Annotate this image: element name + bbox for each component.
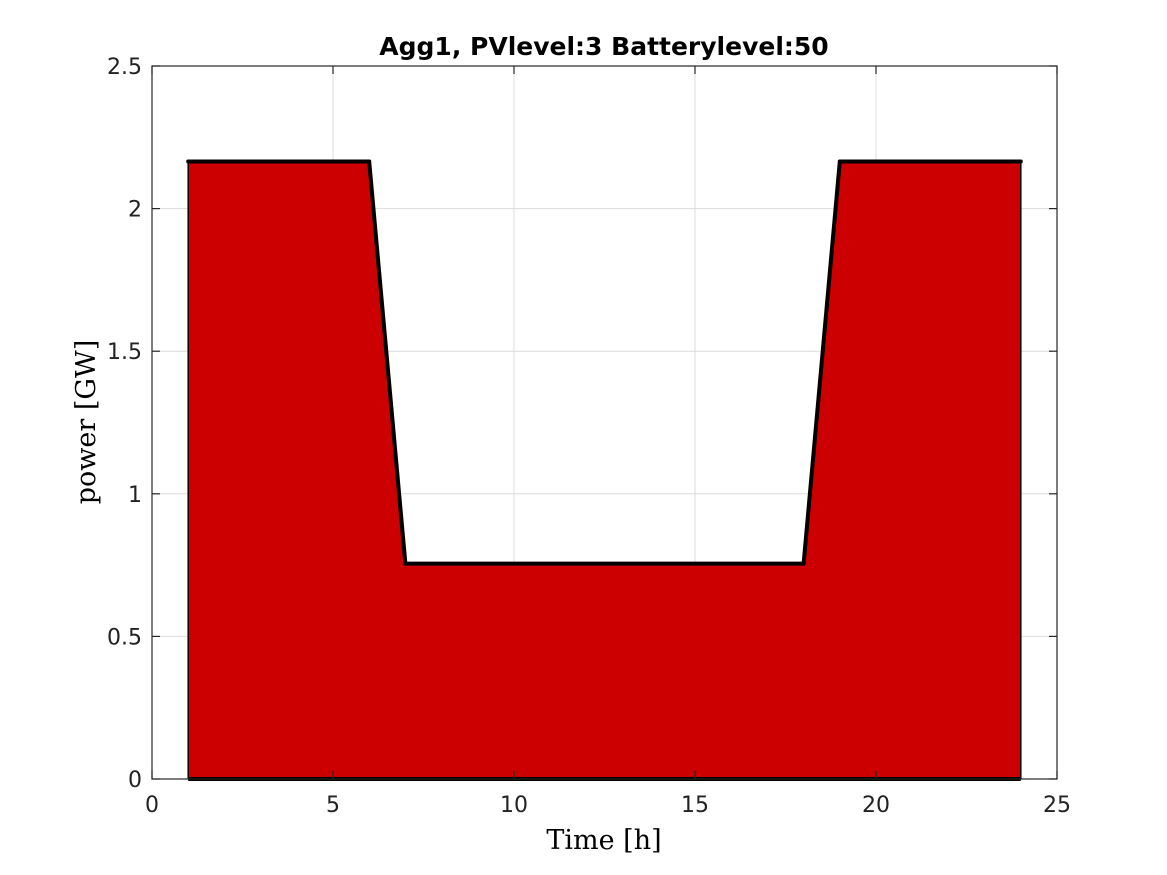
y-tick-label: 1.5 bbox=[107, 340, 142, 365]
y-tick-label: 2 bbox=[128, 198, 142, 223]
data-point bbox=[1018, 159, 1023, 164]
y-tick-label: 2.5 bbox=[107, 55, 142, 80]
x-tick-label: 25 bbox=[1043, 793, 1071, 818]
x-tick-label: 20 bbox=[862, 793, 890, 818]
area-series-line bbox=[188, 159, 1021, 566]
y-tick-label: 1 bbox=[128, 483, 142, 508]
data-point bbox=[186, 159, 191, 164]
y-tick-label: 0 bbox=[128, 768, 142, 793]
ticks: 0 5 10 15 20 25 0 0.5 1 1.5 2 2.5 bbox=[107, 55, 1071, 818]
y-axis-label: power [GW] bbox=[71, 340, 102, 505]
x-axis-label: Time [h] bbox=[546, 825, 661, 856]
plot-frame bbox=[151, 65, 1058, 780]
x-tick-label: 0 bbox=[145, 793, 159, 818]
data-point bbox=[837, 159, 842, 164]
axes bbox=[151, 65, 1058, 780]
chart-title: Agg1, PVlevel:3 Batterylevel:50 bbox=[379, 32, 828, 61]
x-tick-label: 10 bbox=[500, 793, 528, 818]
x-tick-label: 15 bbox=[681, 793, 709, 818]
data-point bbox=[801, 561, 806, 566]
x-tick-label: 5 bbox=[326, 793, 340, 818]
data-point bbox=[367, 159, 372, 164]
data-point bbox=[403, 561, 408, 566]
y-tick-label: 0.5 bbox=[107, 625, 142, 650]
area-fill bbox=[188, 161, 1021, 780]
